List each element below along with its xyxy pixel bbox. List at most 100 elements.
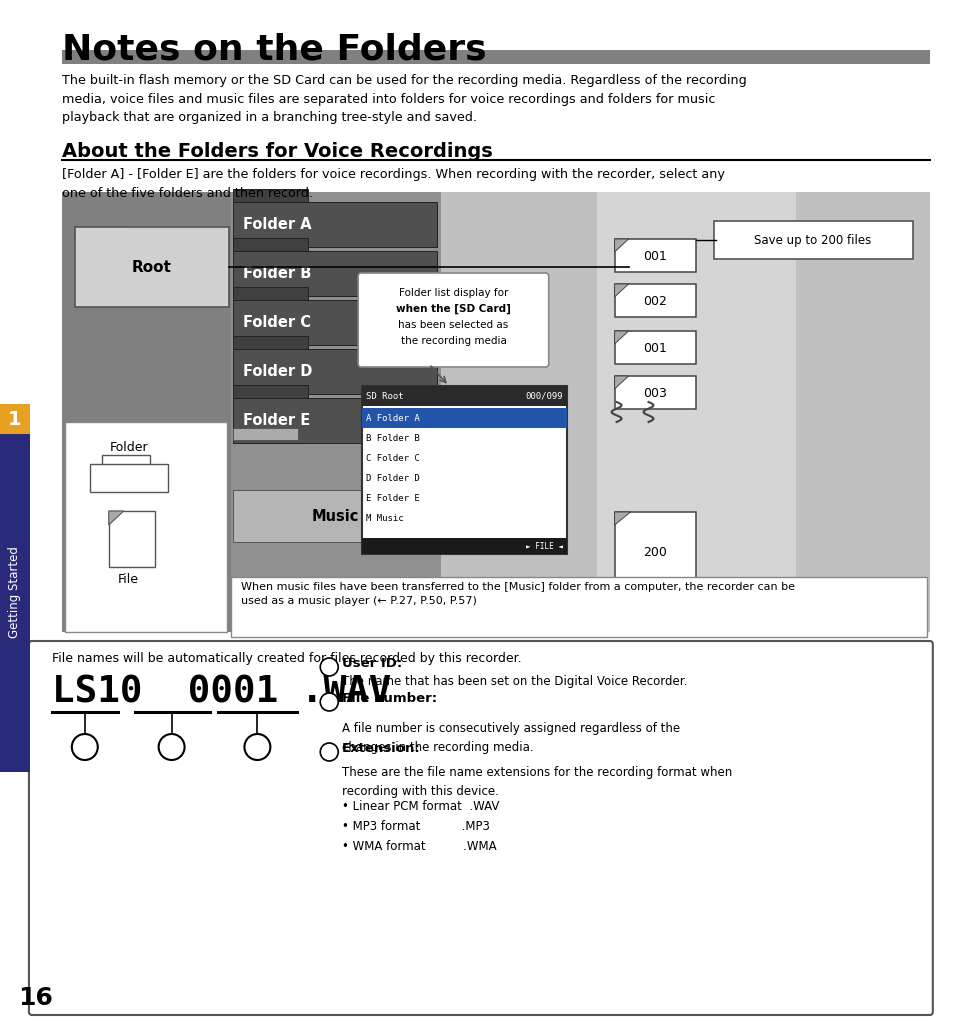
- Bar: [233, 202, 436, 247]
- Bar: [233, 238, 308, 251]
- Text: File names will be automatically created for files recorded by this recorder.: File names will be automatically created…: [51, 652, 521, 665]
- Text: 001: 001: [643, 341, 667, 355]
- Circle shape: [320, 743, 338, 761]
- Text: 1: 1: [9, 410, 22, 428]
- Polygon shape: [614, 284, 628, 297]
- Bar: [233, 300, 436, 345]
- Circle shape: [158, 734, 184, 760]
- Bar: [233, 336, 308, 349]
- Bar: [614, 284, 696, 317]
- Text: Root: Root: [132, 260, 172, 275]
- Text: About the Folders for Voice Recordings: About the Folders for Voice Recordings: [62, 142, 492, 161]
- Text: Folder: Folder: [110, 440, 148, 454]
- Text: SD Root: SD Root: [366, 391, 403, 401]
- Bar: [102, 455, 150, 466]
- Bar: [233, 287, 308, 300]
- Text: • Linear PCM format  .WAV
• MP3 format           .MP3
• WMA format          .WMA: • Linear PCM format .WAV • MP3 format .M…: [342, 800, 499, 853]
- Text: Folder E: Folder E: [243, 413, 311, 428]
- Bar: [614, 239, 696, 272]
- Text: 3: 3: [326, 747, 332, 757]
- Text: 003: 003: [643, 386, 667, 400]
- Bar: [596, 192, 796, 622]
- Text: These are the file name extensions for the recording format when
recording with : These are the file name extensions for t…: [342, 766, 732, 798]
- Bar: [362, 386, 566, 406]
- Text: Notes on the Folders: Notes on the Folders: [62, 32, 486, 66]
- Bar: [232, 192, 440, 622]
- Bar: [233, 251, 436, 296]
- Text: 3: 3: [253, 741, 261, 753]
- Text: D Folder D: D Folder D: [366, 473, 419, 482]
- Bar: [62, 50, 929, 64]
- Bar: [0, 412, 30, 772]
- Bar: [233, 490, 436, 542]
- Text: Music: Music: [312, 509, 358, 523]
- Bar: [233, 398, 436, 443]
- Text: The built-in flash memory or the SD Card can be used for the recording media. Re: The built-in flash memory or the SD Card…: [62, 74, 746, 124]
- Bar: [90, 464, 168, 492]
- Bar: [362, 386, 566, 554]
- Text: when the [SD Card]: when the [SD Card]: [395, 304, 511, 315]
- Text: 16: 16: [18, 986, 52, 1010]
- Bar: [233, 385, 308, 398]
- Bar: [614, 331, 696, 364]
- Text: M Music: M Music: [366, 513, 403, 522]
- Text: 2: 2: [326, 697, 332, 707]
- Bar: [0, 404, 30, 434]
- Text: 1: 1: [326, 662, 332, 672]
- Polygon shape: [614, 376, 628, 389]
- Bar: [232, 577, 926, 637]
- Text: The name that has been set on the Digital Voice Recorder.: The name that has been set on the Digita…: [342, 675, 687, 688]
- Text: C Folder C: C Folder C: [366, 454, 419, 463]
- Text: ► FILE ◄: ► FILE ◄: [525, 542, 562, 551]
- Text: File number:: File number:: [342, 692, 436, 704]
- Text: Folder A: Folder A: [243, 217, 312, 232]
- Text: A file number is consecutively assigned regardless of the
changes in the recordi: A file number is consecutively assigned …: [342, 722, 679, 754]
- Text: 1: 1: [80, 741, 89, 753]
- Polygon shape: [109, 511, 124, 525]
- Circle shape: [320, 658, 338, 676]
- FancyBboxPatch shape: [714, 221, 912, 259]
- Text: has been selected as: has been selected as: [398, 320, 508, 330]
- Text: 000/099: 000/099: [524, 391, 562, 401]
- Text: When music files have been transferred to the [Music] folder from a computer, th: When music files have been transferred t…: [241, 582, 795, 606]
- Text: Extension:: Extension:: [342, 742, 420, 754]
- Text: B Folder B: B Folder B: [366, 433, 419, 443]
- Text: Getting Started: Getting Started: [9, 546, 22, 638]
- Bar: [62, 192, 261, 632]
- Bar: [62, 192, 929, 632]
- Text: A Folder A: A Folder A: [366, 414, 419, 422]
- Bar: [109, 511, 154, 567]
- FancyBboxPatch shape: [29, 641, 932, 1015]
- Bar: [65, 422, 227, 632]
- Text: the recording media: the recording media: [400, 336, 506, 346]
- Text: 001: 001: [643, 249, 667, 263]
- Text: User ID:: User ID:: [342, 656, 402, 669]
- Bar: [362, 408, 566, 428]
- Text: Folder list display for: Folder list display for: [398, 288, 508, 298]
- Bar: [233, 428, 298, 440]
- Text: Save up to 200 files: Save up to 200 files: [754, 233, 871, 246]
- Text: Folder D: Folder D: [243, 364, 313, 379]
- Polygon shape: [614, 512, 630, 525]
- Text: LS10  0001 .WAV: LS10 0001 .WAV: [51, 673, 391, 710]
- FancyBboxPatch shape: [357, 273, 548, 367]
- Circle shape: [244, 734, 270, 760]
- Polygon shape: [614, 239, 628, 252]
- Text: E Folder E: E Folder E: [366, 494, 419, 503]
- Bar: [74, 227, 230, 307]
- Text: Folder C: Folder C: [243, 315, 311, 330]
- Text: Folder B: Folder B: [243, 266, 312, 281]
- Bar: [233, 189, 308, 202]
- Text: 2: 2: [167, 741, 175, 753]
- Bar: [362, 538, 566, 554]
- Text: 002: 002: [643, 294, 667, 308]
- Text: 200: 200: [643, 546, 667, 558]
- Bar: [233, 349, 436, 394]
- Bar: [614, 376, 696, 409]
- Text: [Folder A] - [Folder E] are the folders for voice recordings. When recording wit: [Folder A] - [Folder E] are the folders …: [62, 168, 724, 199]
- Polygon shape: [74, 227, 119, 242]
- Circle shape: [71, 734, 97, 760]
- Bar: [614, 512, 696, 592]
- Circle shape: [320, 693, 338, 711]
- Polygon shape: [614, 331, 628, 344]
